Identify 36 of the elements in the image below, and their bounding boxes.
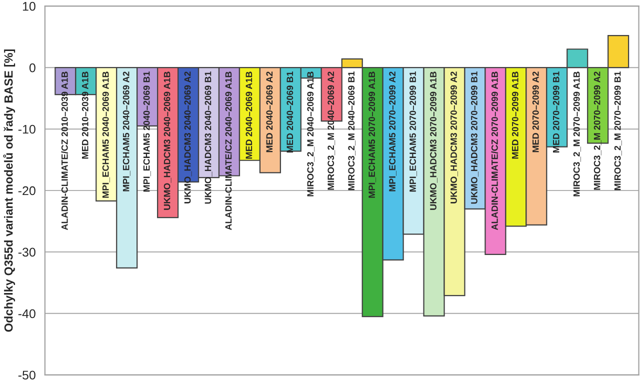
x-tick-label: MIROC3_2_M 2070–2099 A2: [594, 72, 602, 190]
x-tick-label: MED 2070–2099 B1: [552, 72, 560, 152]
x-tick-label: MIROC3_2_M 2040–2069 A2: [328, 72, 336, 190]
y-tick-label: -10: [18, 124, 36, 134]
x-tick-label: MPI_ECHAM5 2070–2099 A2: [389, 72, 396, 192]
y-tick-label: -50: [18, 370, 36, 380]
x-tick-label: UKMO_HADCM3 2070–2099 A1B: [430, 72, 438, 210]
x-tick-label: MED 2010–2039 A1B: [82, 72, 88, 159]
x-tick-label: ALADIN-CLIMATE/CZ 2010–2039 A1B: [61, 72, 68, 230]
x-tick-label: ALADIN-CLIMATE/CZ 2040–2069 A1B: [225, 72, 232, 230]
x-tick-label: MPI_ECHAM5 2070–2099 A1B: [368, 72, 376, 198]
x-tick-label: MED 2070–2099 A1B: [512, 72, 518, 159]
x-tick-label: MIROC3_2_M 2070–2099 B1: [614, 71, 622, 190]
x-tick-label: UKMO_HADCM3 2040–2069 B1: [204, 71, 212, 204]
y-tick-label: 0: [29, 63, 36, 72]
x-tick-label: ALADIN-CLIMATE/CZ 2070–2099 A1B: [491, 72, 498, 230]
x-tick-label: MED 2070–2099 A2: [532, 72, 539, 152]
y-tick-label: -20: [18, 186, 36, 196]
x-tick-label: MPI_ECHAM5 2040–2069 B1: [143, 72, 151, 192]
x-tick-label: MIROC3_2_M 2040–2069 B1: [348, 71, 356, 190]
y-tick-label: -30: [18, 248, 36, 257]
x-tick-label: UKMO_HADCM3 2070–2099 A2: [450, 72, 458, 204]
x-tick-label: MPI_ECHAM5 2040–2069 A2: [122, 72, 130, 192]
x-tick-label: MPI_ECHAM5 2070–2099 B1: [410, 72, 417, 192]
x-tick-label: MIROC3_2_M 2070–2099 A1B: [573, 72, 581, 196]
y-tick-label: -40: [18, 309, 36, 318]
x-tick-label: MED 2040–2069 A1B: [246, 72, 252, 159]
x-tick-label: UKMO_HADCM3 2040–2069 A2: [184, 72, 192, 204]
x-tick-label: UKMO_HADCM3 2040–2069 A1B: [164, 72, 172, 210]
x-tick-label: MPI_ECHAM5 2040–2069 A1B: [102, 72, 110, 198]
x-tick-label: MED 2040–2069 B1: [286, 72, 294, 152]
y-tick-label: 10: [22, 2, 36, 11]
x-tick-label: UKMO_HADCM3 2070–2099 B1: [471, 71, 478, 204]
x-tick-label: MED 2040–2069 A2: [266, 72, 273, 152]
y-axis-title: Odchylky Q355d variant modelů od řady BASE [%]: [3, 49, 16, 332]
x-tick-label: MIROC3_2_M 2040–2069 A1B: [307, 72, 315, 196]
